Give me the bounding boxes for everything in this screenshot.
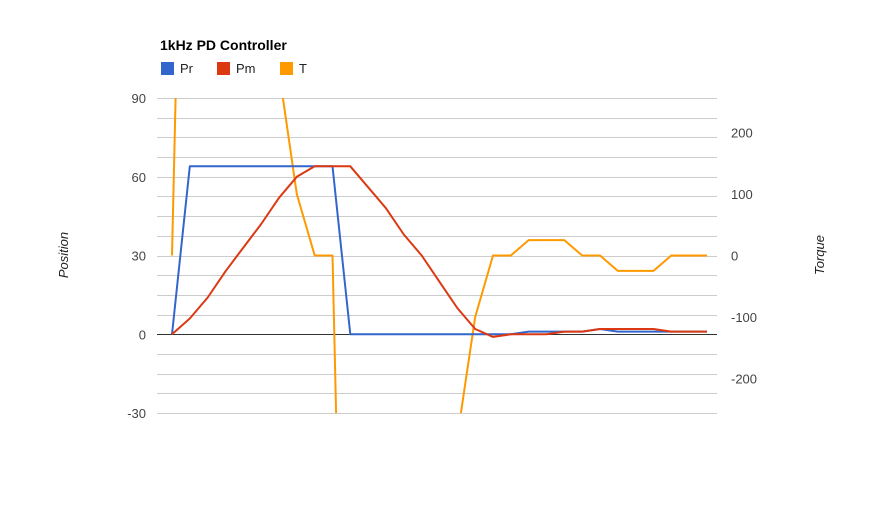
series-line-pm — [171, 165, 707, 338]
right-tick-label: 200 — [731, 125, 753, 140]
right-axis-title: Torque — [812, 235, 827, 275]
series-line-pr — [171, 165, 707, 336]
left-tick-label: 90 — [132, 91, 146, 106]
series-line-t — [459, 239, 707, 413]
series-line-t — [281, 98, 338, 413]
legend-swatch-pr — [161, 62, 174, 75]
right-tick-label: 100 — [731, 187, 753, 202]
gridlines — [157, 98, 717, 414]
legend: Pr Pm T — [161, 61, 307, 76]
left-tick-label: 0 — [139, 327, 146, 342]
right-tick-label: 0 — [731, 249, 738, 264]
series-layer — [171, 98, 707, 413]
legend-item-t[interactable]: T — [280, 61, 307, 76]
left-axis-title: Position — [56, 232, 71, 278]
legend-item-pr[interactable]: Pr — [161, 61, 194, 76]
left-tick-label: 60 — [132, 170, 146, 185]
left-tick-label: 30 — [132, 249, 146, 264]
right-tick-label: -100 — [731, 310, 757, 325]
legend-label-pr: Pr — [180, 61, 194, 76]
right-axis-ticks: 200 100 0 -100 -200 — [731, 125, 757, 386]
legend-item-pm[interactable]: Pm — [217, 61, 256, 76]
right-tick-label: -200 — [731, 372, 757, 387]
left-tick-label: -30 — [127, 406, 146, 421]
legend-label-pm: Pm — [236, 61, 256, 76]
legend-label-t: T — [299, 61, 307, 76]
series-line-t — [171, 98, 177, 256]
legend-swatch-t — [280, 62, 293, 75]
chart-title: 1kHz PD Controller — [160, 37, 287, 53]
left-axis-ticks: 90 60 30 0 -30 — [127, 91, 146, 421]
legend-swatch-pm — [217, 62, 230, 75]
